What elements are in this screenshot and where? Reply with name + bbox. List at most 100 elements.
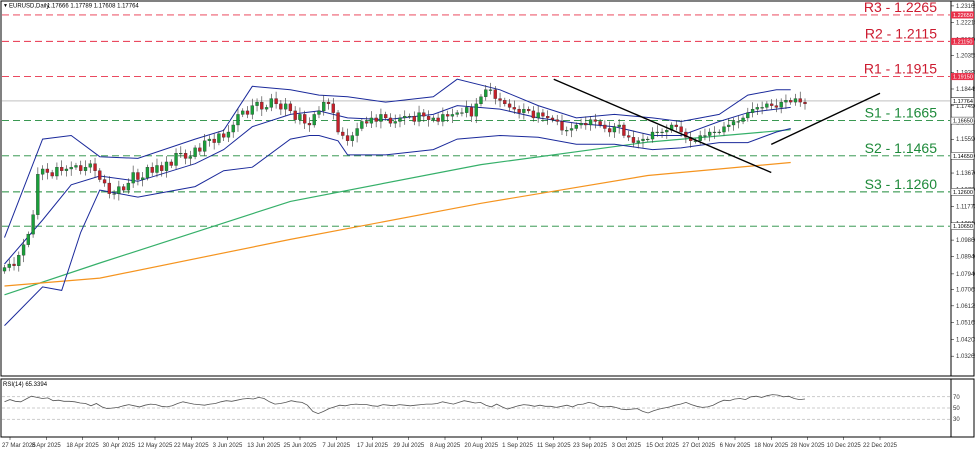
- candle-body: [455, 112, 459, 115]
- candle-body: [293, 110, 297, 120]
- candle-body: [88, 163, 92, 168]
- y-tick-label-14: 1.09860: [956, 238, 975, 244]
- candle-body: [226, 131, 231, 138]
- candle-body: [607, 128, 612, 133]
- y-tick-label-15: 1.08940: [956, 254, 975, 260]
- chart-ohlc: 1.17666 1.17789 1.17608 1.17764: [47, 4, 139, 10]
- candle-body: [484, 89, 488, 97]
- candle-body: [64, 168, 69, 171]
- x-tick-label-21: 18 Nov 2025: [754, 443, 789, 449]
- candle-body: [603, 124, 607, 129]
- candle-body: [627, 135, 631, 138]
- candle-body: [364, 121, 369, 124]
- candle-body: [50, 172, 54, 177]
- candle-body: [522, 108, 526, 113]
- x-tick-label-19: 27 Oct 2025: [682, 443, 715, 449]
- candle-body: [417, 112, 421, 122]
- candle-body: [469, 107, 474, 117]
- y-tick-label-10: 1.13670: [956, 171, 975, 177]
- rsi-axis: [950, 378, 975, 438]
- candle-body: [283, 103, 288, 110]
- candle-body: [2, 267, 7, 272]
- candle-body: [136, 172, 140, 180]
- candle-body: [350, 135, 354, 141]
- candle-body: [493, 89, 497, 99]
- candle-body: [660, 131, 664, 133]
- x-tick-label-9: 7 Jul 2025: [322, 443, 350, 449]
- candle-body: [698, 135, 702, 141]
- candle-body: [331, 103, 335, 113]
- y-tick-label-5: 1.18445: [956, 87, 975, 93]
- rsi-tick-label-1: 50: [953, 406, 960, 412]
- candle-body: [517, 108, 521, 113]
- candle-body: [255, 101, 259, 106]
- candle-body: [164, 161, 169, 171]
- bollinger-lower-line: [4, 128, 791, 326]
- level-tag-3: 1.16650: [953, 119, 973, 125]
- level-label-2: R1 - 1.1915: [864, 61, 937, 77]
- candle-body: [288, 103, 293, 112]
- candle-body: [55, 167, 59, 177]
- candle-body: [117, 186, 121, 194]
- candle-body: [274, 98, 278, 105]
- trendlines: [553, 78, 881, 174]
- candle-body: [717, 131, 721, 133]
- candle-body: [426, 116, 431, 120]
- level-label-0: R3 - 1.2265: [864, 0, 937, 15]
- candle-body: [546, 116, 550, 119]
- candle-body: [488, 89, 493, 91]
- candle-body: [584, 123, 588, 126]
- x-tick-label-10: 17 Jul 2025: [357, 443, 389, 449]
- candle-body: [169, 161, 173, 166]
- candle-body: [574, 124, 578, 129]
- candle-body: [622, 124, 626, 136]
- level-tag-6: 1.10650: [953, 224, 973, 230]
- candle-body: [441, 114, 445, 122]
- candle-body: [102, 179, 107, 184]
- candle-body: [655, 131, 659, 133]
- level-tag-1: 1.21150: [953, 39, 972, 45]
- candle-body: [26, 233, 30, 245]
- level-tag-bg-4: [950, 152, 975, 160]
- x-tick-label-13: 20 Aug 2025: [464, 443, 498, 449]
- candle-body: [121, 186, 126, 191]
- candle-body: [612, 126, 617, 133]
- y-tick-label-19: 1.05165: [956, 321, 975, 327]
- candle-body: [565, 130, 569, 132]
- candle-body: [479, 96, 483, 105]
- x-tick-label-4: 12 May 2025: [138, 443, 173, 449]
- last-price-tag-bg: [950, 97, 975, 105]
- candle-body: [465, 107, 469, 113]
- candle-body: [212, 138, 216, 143]
- candle-body: [560, 121, 564, 131]
- x-tick-label-7: 13 Jun 2025: [247, 443, 281, 449]
- candle-body: [512, 107, 516, 110]
- x-tick-label-20: 6 Nov 2025: [720, 443, 751, 449]
- candle-body: [636, 140, 640, 143]
- x-tick-label-12: 8 Aug 2025: [430, 443, 461, 449]
- candle-body: [145, 167, 150, 178]
- x-tick-label-22: 28 Nov 2025: [790, 443, 825, 449]
- y-tick-label-17: 1.07065: [956, 287, 975, 293]
- candle-body: [369, 117, 374, 124]
- candle-body: [198, 147, 202, 152]
- candle-body: [160, 165, 164, 171]
- candle-body: [769, 103, 774, 106]
- rsi-line: [4, 394, 806, 415]
- ma-orange-line: [4, 161, 791, 287]
- candle-body: [93, 163, 97, 171]
- candle-body: [708, 131, 712, 136]
- candle-body: [665, 130, 669, 133]
- candle-body: [379, 114, 383, 122]
- candle-body: [17, 255, 21, 266]
- candle-body: [355, 128, 359, 136]
- candle-body: [498, 98, 502, 101]
- trendline-0: [553, 78, 772, 174]
- candle-body: [250, 105, 254, 115]
- candle-body: [784, 100, 788, 103]
- rsi-tick-label-2: 30: [953, 417, 960, 423]
- level-tag-bg-5: [950, 188, 975, 196]
- candle-body: [307, 123, 312, 126]
- candle-body: [188, 156, 192, 159]
- candle-body: [555, 119, 559, 122]
